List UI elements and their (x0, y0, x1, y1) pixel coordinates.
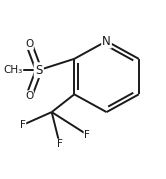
Text: N: N (102, 35, 111, 48)
Text: F: F (84, 130, 90, 140)
Text: O: O (25, 91, 33, 101)
Text: CH₃: CH₃ (3, 65, 23, 75)
Text: F: F (20, 120, 26, 130)
Text: S: S (35, 64, 42, 77)
Text: O: O (25, 39, 33, 49)
Text: F: F (57, 139, 63, 149)
